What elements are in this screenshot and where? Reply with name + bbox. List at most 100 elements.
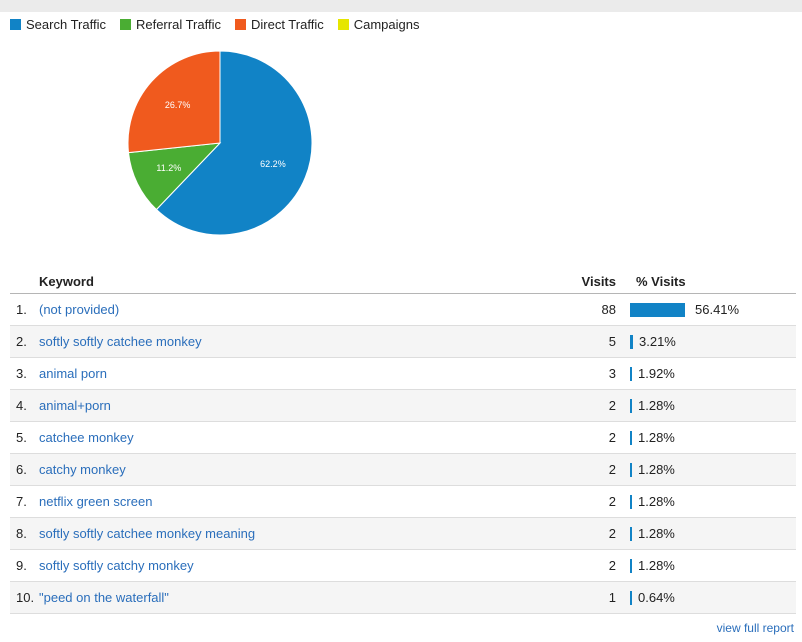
row-rank: 7.: [10, 485, 39, 518]
pie-slice-label: 26.7%: [165, 100, 191, 110]
row-rank: 4.: [10, 389, 39, 422]
pct-visits-header[interactable]: % Visits: [630, 270, 796, 294]
table-row: 5. catchee monkey 2 1.28%: [10, 421, 796, 454]
row-rank: 8.: [10, 517, 39, 550]
table-header-row: Keyword Visits % Visits: [10, 270, 796, 294]
pie-slice[interactable]: [127, 50, 221, 154]
table-row: 3. animal porn 3 1.92%: [10, 357, 796, 390]
pct-visits-value: 1.28%: [638, 494, 675, 509]
pct-visits-cell: 1.28%: [630, 389, 796, 422]
keyword-link[interactable]: catchy monkey: [39, 453, 544, 486]
view-full-report-link[interactable]: view full report: [716, 621, 794, 635]
pct-visits-bar: [630, 366, 632, 381]
legend-label: Direct Traffic: [250, 17, 324, 32]
pct-visits-bar: [630, 302, 685, 317]
legend-swatch: [337, 19, 349, 30]
pct-visits-cell: 0.64%: [630, 581, 796, 614]
table-row: 4. animal+porn 2 1.28%: [10, 389, 796, 422]
pct-visits-value: 1.28%: [638, 398, 675, 413]
legend-swatch: [10, 19, 21, 30]
visits-value: 2: [544, 421, 630, 454]
keyword-header[interactable]: Keyword: [39, 270, 544, 294]
keyword-link[interactable]: "peed on the waterfall": [39, 581, 544, 614]
visits-value: 2: [544, 389, 630, 422]
pct-visits-cell: 3.21%: [630, 325, 796, 358]
legend-item[interactable]: Campaigns: [337, 17, 420, 32]
legend-label: Campaigns: [353, 17, 420, 32]
keyword-link[interactable]: softly softly catchee monkey: [39, 325, 544, 358]
table-row: 10. "peed on the waterfall" 1 0.64%: [10, 581, 796, 614]
legend-label: Referral Traffic: [135, 17, 221, 32]
table-row: 1. (not provided) 88 56.41%: [10, 293, 796, 326]
pct-visits-value: 1.28%: [638, 526, 675, 541]
keyword-link[interactable]: softly softly catchee monkey meaning: [39, 517, 544, 550]
pct-visits-cell: 1.28%: [630, 549, 796, 582]
pie-slice[interactable]: [127, 142, 222, 211]
pct-visits-bar: [630, 334, 633, 349]
legend-item[interactable]: Direct Traffic: [234, 17, 324, 32]
pct-visits-bar: [630, 494, 632, 509]
traffic-pie-chart: 62.2% 11.2% 26.7%: [127, 50, 313, 236]
keyword-link[interactable]: netflix green screen: [39, 485, 544, 518]
keyword-link[interactable]: (not provided): [39, 293, 544, 326]
pie-slice-label: 62.2%: [260, 159, 286, 169]
row-rank: 1.: [10, 293, 39, 326]
row-rank: 5.: [10, 421, 39, 454]
legend-item[interactable]: Referral Traffic: [119, 17, 221, 32]
keyword-table: Keyword Visits % Visits 1. (not provided)…: [10, 270, 796, 614]
pct-visits-bar: [630, 430, 632, 445]
pie-slice[interactable]: [155, 50, 313, 236]
keyword-table-container: Keyword Visits % Visits 1. (not provided)…: [10, 270, 796, 614]
visits-value: 2: [544, 485, 630, 518]
visits-value: 2: [544, 517, 630, 550]
row-rank: 9.: [10, 549, 39, 582]
visits-value: 1: [544, 581, 630, 614]
pct-visits-value: 1.28%: [638, 558, 675, 573]
pct-visits-cell: 1.92%: [630, 357, 796, 390]
pct-visits-value: 0.64%: [638, 590, 675, 605]
pct-visits-cell: 1.28%: [630, 485, 796, 518]
table-row: 6. catchy monkey 2 1.28%: [10, 453, 796, 486]
visits-header[interactable]: Visits: [544, 270, 630, 294]
pct-visits-value: 1.92%: [638, 366, 675, 381]
pct-visits-value: 3.21%: [639, 334, 676, 349]
pct-visits-value: 1.28%: [638, 430, 675, 445]
keyword-table-body: 1. (not provided) 88 56.41% 2. softly softly …: [10, 293, 796, 614]
table-row: 8. softly softly catchee monkey meaning 2 1…: [10, 517, 796, 550]
pct-visits-bar: [630, 558, 632, 573]
chart-legend: Search Traffic Referral Traffic Direct Tra…: [10, 17, 433, 32]
legend-swatch: [234, 19, 246, 30]
pct-visits-value: 1.28%: [638, 462, 675, 477]
row-rank: 2.: [10, 325, 39, 358]
visits-value: 88: [544, 293, 630, 326]
keyword-link[interactable]: animal porn: [39, 357, 544, 390]
pct-visits-cell: 1.28%: [630, 453, 796, 486]
table-row: 9. softly softly catchy monkey 2 1.28%: [10, 549, 796, 582]
pct-visits-bar: [630, 398, 632, 413]
pct-visits-bar: [630, 462, 632, 477]
top-bar: [0, 0, 802, 12]
pct-visits-value: 56.41%: [695, 302, 740, 317]
row-rank: 6.: [10, 453, 39, 486]
keyword-link[interactable]: softly softly catchy monkey: [39, 549, 544, 582]
table-row: 7. netflix green screen 2 1.28%: [10, 485, 796, 518]
pct-visits-bar: [630, 526, 632, 541]
visits-value: 3: [544, 357, 630, 390]
visits-value: 2: [544, 453, 630, 486]
keyword-link[interactable]: animal+porn: [39, 389, 544, 422]
legend-label: Search Traffic: [26, 17, 106, 32]
keyword-link[interactable]: catchee monkey: [39, 421, 544, 454]
row-rank: 10.: [10, 581, 39, 614]
legend-item[interactable]: Search Traffic: [10, 17, 106, 32]
table-row: 2. softly softly catchee monkey 5 3.21%: [10, 325, 796, 358]
legend-swatch: [119, 19, 131, 30]
pct-visits-cell: 1.28%: [630, 421, 796, 454]
pie-slice-label: 11.2%: [156, 163, 181, 173]
rank-header: [10, 270, 39, 294]
row-rank: 3.: [10, 357, 39, 390]
visits-value: 2: [544, 549, 630, 582]
pct-visits-bar: [630, 590, 632, 605]
pct-visits-cell: 56.41%: [630, 293, 796, 326]
visits-value: 5: [544, 325, 630, 358]
pct-visits-cell: 1.28%: [630, 517, 796, 550]
